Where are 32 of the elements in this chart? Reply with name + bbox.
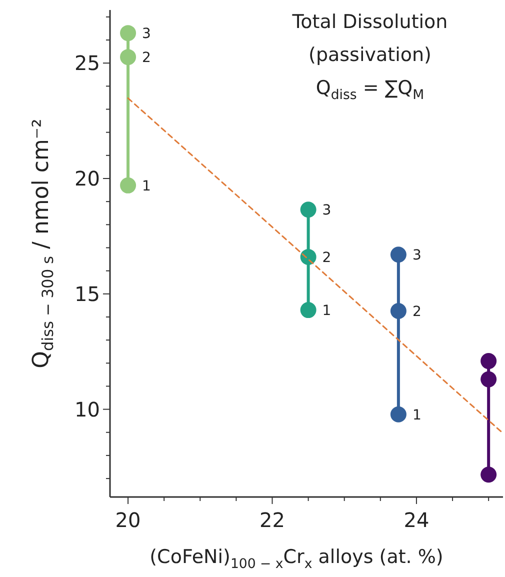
x-tick-label: 24 <box>404 508 430 532</box>
point <box>120 49 136 66</box>
annotation: 2 <box>322 250 332 266</box>
annotation: (passivation) <box>308 44 432 66</box>
point <box>390 246 406 263</box>
x-tick-label: 20 <box>115 508 141 532</box>
point <box>300 302 316 318</box>
point <box>480 466 497 483</box>
x-axis-title: (CoFeNi)$_{100 − x}$Cr$_{x}$ alloys (at. %) <box>150 546 444 572</box>
y-tick-label: 10 <box>74 397 100 422</box>
annotation: 3 <box>322 202 332 219</box>
annotation: 1 <box>322 303 332 320</box>
point <box>390 406 406 422</box>
point <box>480 353 497 370</box>
annotation: 2 <box>412 304 422 320</box>
annotation: Q$_{diss}$ = ∑Q$_{M}$ <box>316 77 424 103</box>
x-tick-label: 22 <box>260 508 285 532</box>
annotation: 3 <box>142 26 151 42</box>
annotation: 2 <box>142 50 151 66</box>
annotation: 1 <box>142 178 151 194</box>
annotation: 1 <box>412 407 422 424</box>
point <box>390 302 406 319</box>
y-tick-label: 15 <box>74 282 100 306</box>
point <box>120 177 136 194</box>
annotation: Total Dissolution <box>291 11 448 33</box>
point <box>300 202 316 218</box>
annotation: 3 <box>412 248 422 264</box>
y-tick-label: 20 <box>74 166 100 190</box>
point <box>120 25 136 42</box>
y-tick-label: 25 <box>74 51 100 76</box>
point <box>480 371 497 388</box>
point <box>300 248 316 265</box>
